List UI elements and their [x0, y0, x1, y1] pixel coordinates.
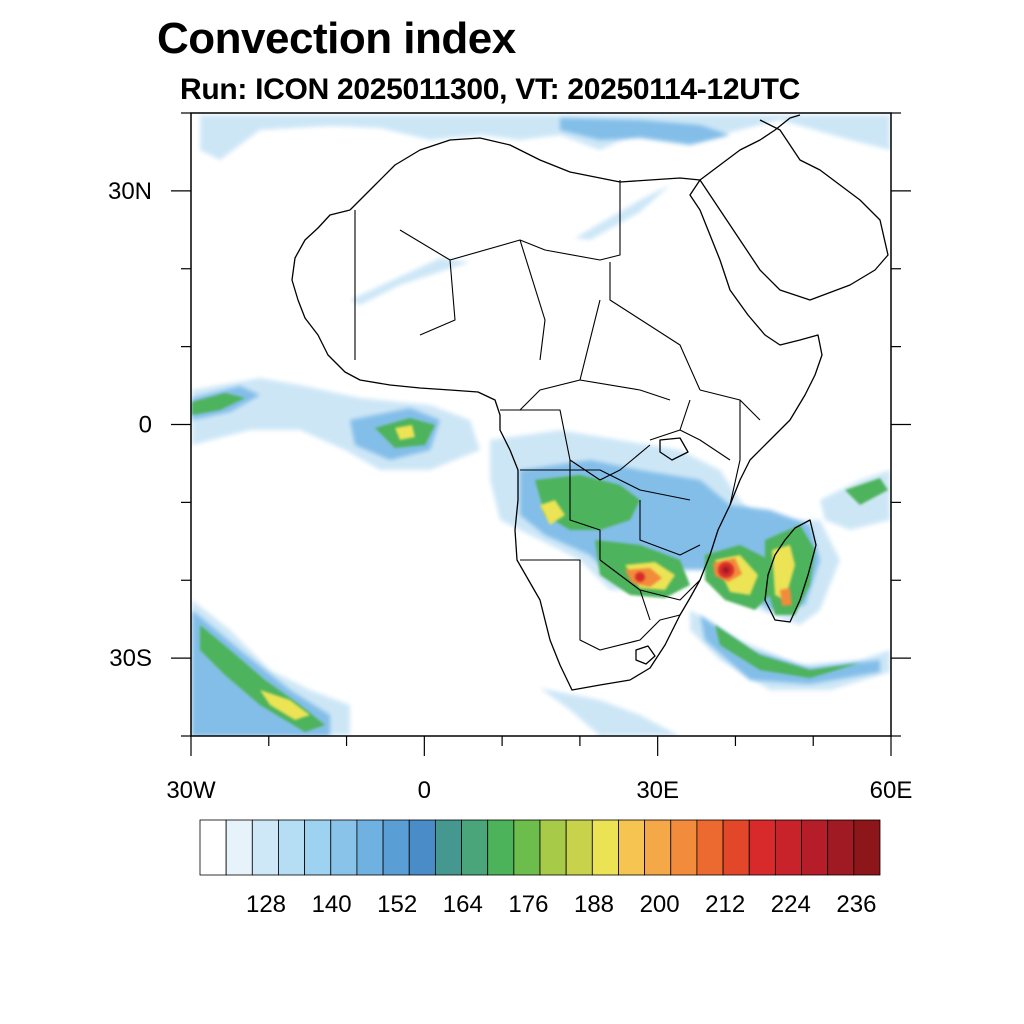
- colorbar-swatch: [382, 819, 410, 876]
- colorbar-swatch: [487, 819, 515, 876]
- colorbar-label: 128: [246, 891, 286, 918]
- colorbar-label: 236: [836, 891, 876, 918]
- colorbar-swatch: [539, 819, 567, 876]
- field-south-tail: [540, 688, 680, 736]
- colorbar-swatch: [827, 819, 855, 876]
- colorbar-label: 200: [640, 891, 680, 918]
- y-axis: 30N 0 30S: [108, 112, 911, 737]
- x-axis: 30W 0 30E 60E: [166, 736, 913, 804]
- colorbar-swatch: [304, 819, 332, 876]
- borders: [354, 180, 761, 651]
- colorbar-swatch: [434, 819, 462, 876]
- africa-coastline: [291, 114, 823, 691]
- colorbar-swatch: [853, 819, 881, 876]
- field-sahara-band: [350, 258, 470, 305]
- lesotho: [635, 645, 656, 665]
- field-yellow-madagascar: [772, 545, 795, 600]
- colorbar-swatch: [251, 819, 279, 876]
- field-green-east: [845, 478, 888, 505]
- colorbar-label: 152: [377, 891, 417, 918]
- madagascar-outline: [764, 519, 817, 623]
- lake-victoria: [659, 437, 689, 461]
- colorbar-swatch: [748, 819, 776, 876]
- colorbar-swatch: [278, 819, 306, 876]
- colorbar: 128 140 152 164 176 188 200 212 224 236: [199, 819, 881, 918]
- convection-field: [192, 115, 890, 736]
- field-yellow-congo: [540, 500, 565, 525]
- field-orange-madagascar: [780, 588, 792, 606]
- x-tick-label: 60E: [870, 777, 913, 804]
- x-tick-label: 30W: [166, 777, 216, 804]
- x-tick-label: 30E: [636, 777, 679, 804]
- colorbar-swatch: [356, 819, 384, 876]
- colorbar-swatch: [513, 819, 541, 876]
- x-tick-label: 0: [418, 777, 431, 804]
- y-tick-label: 30S: [109, 645, 152, 672]
- colorbar-swatch: [670, 819, 698, 876]
- colorbar-swatch: [591, 819, 619, 876]
- field-north-mediterranean: [200, 115, 890, 160]
- field-red-zambia: [635, 572, 645, 582]
- colorbar-label: 212: [705, 891, 745, 918]
- chart-subtitle: Run: ICON 2025011300, VT: 20250114-12UTC: [180, 73, 801, 106]
- colorbar-swatch: [696, 819, 724, 876]
- field-blue-med: [560, 118, 730, 145]
- colorbar-swatch: [461, 819, 489, 876]
- colorbar-swatch: [225, 819, 253, 876]
- colorbar-label: 224: [771, 891, 811, 918]
- colorbar-swatch: [644, 819, 672, 876]
- field-yellow-sw: [260, 690, 310, 720]
- field-green-west: [192, 393, 245, 415]
- colorbar-label: 164: [443, 891, 483, 918]
- field-egypt-band: [575, 185, 670, 240]
- chart-title: Convection index: [157, 14, 516, 63]
- colorbar-label: 188: [574, 891, 614, 918]
- field-green-southern: [715, 625, 860, 678]
- colorbar-swatch: [801, 819, 829, 876]
- arabia-outline: [699, 119, 889, 301]
- colorbar-swatch: [330, 819, 358, 876]
- colorbar-swatch: [199, 819, 227, 876]
- field-darkred-core: [722, 566, 730, 574]
- colorbar-swatch: [774, 819, 802, 876]
- coastlines-borders: [291, 114, 889, 691]
- colorbar-swatch: [565, 819, 593, 876]
- field-yellow-atlantic: [395, 425, 415, 440]
- colorbar-swatch: [618, 819, 646, 876]
- axes: 30W 0 30E 60E 30N 0 30S: [108, 112, 913, 804]
- colorbar-swatch: [408, 819, 436, 876]
- y-tick-label: 30N: [108, 178, 152, 205]
- colorbar-label: 176: [508, 891, 548, 918]
- y-tick-label: 0: [139, 412, 152, 439]
- colorbar-label: 140: [312, 891, 352, 918]
- north-coast: [349, 137, 701, 211]
- colorbar-swatch: [722, 819, 750, 876]
